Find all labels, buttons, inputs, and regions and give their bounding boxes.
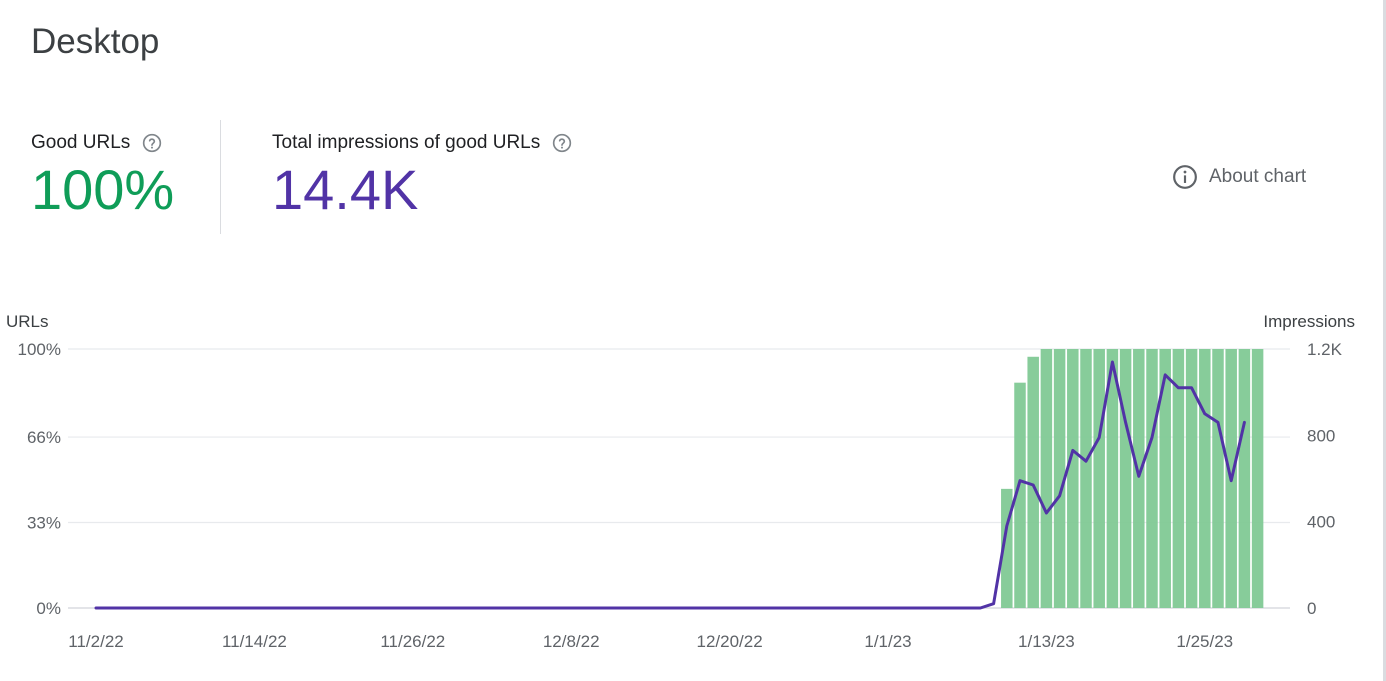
impressions-value: 14.4K <box>272 158 419 221</box>
right-axis-title: Impressions <box>1263 312 1355 331</box>
good-urls-bar <box>1027 356 1039 608</box>
good-urls-bar <box>1133 349 1145 608</box>
x-tick-label: 11/14/22 <box>222 632 287 651</box>
good-urls-bar <box>1185 349 1198 608</box>
help-circle-icon[interactable] <box>552 133 572 153</box>
good-urls-bar <box>1040 349 1053 608</box>
x-tick-label: 12/8/22 <box>543 632 600 651</box>
x-tick-label: 1/13/23 <box>1018 632 1075 651</box>
page-title: Desktop <box>31 22 160 61</box>
good-urls-bar <box>1001 488 1013 608</box>
good-urls-bar <box>1238 349 1251 608</box>
info-icon <box>1173 165 1197 189</box>
impressions-label-row: Total impressions of good URLs <box>272 132 572 154</box>
good-urls-bar <box>1119 349 1132 608</box>
metric-divider <box>220 120 221 234</box>
good-urls-value: 100% <box>31 158 175 221</box>
good-urls-bar <box>1093 349 1105 608</box>
good-urls-label-row: Good URLs <box>31 132 174 154</box>
x-tick-label: 12/20/22 <box>697 632 763 651</box>
impressions-metric[interactable]: Total impressions of good URLs 14.4K <box>272 132 572 222</box>
help-circle-icon[interactable] <box>142 133 162 153</box>
right-tick-label: 1.2K <box>1307 340 1343 359</box>
good-urls-label: Good URLs <box>31 132 131 153</box>
good-urls-bar <box>1172 349 1185 608</box>
good-urls-bar <box>1146 349 1158 608</box>
left-axis-title: URLs <box>6 312 49 331</box>
left-tick-label: 0% <box>36 599 61 618</box>
good-urls-bar <box>1212 349 1224 608</box>
left-tick-label: 66% <box>27 428 61 447</box>
x-tick-label: 11/2/22 <box>68 632 123 651</box>
about-chart-button[interactable]: About chart <box>1172 164 1306 190</box>
impressions-line <box>94 360 1246 610</box>
good-urls-bar <box>1080 349 1092 608</box>
x-tick-label: 1/25/23 <box>1176 632 1233 651</box>
good-urls-bar <box>1106 349 1119 608</box>
right-tick-label: 800 <box>1307 426 1335 445</box>
right-tick-label: 0 <box>1307 599 1316 618</box>
good-urls-bar <box>1159 349 1171 608</box>
x-tick-label: 11/26/22 <box>380 632 445 651</box>
about-chart-label: About chart <box>1209 166 1307 187</box>
x-tick-label: 1/1/23 <box>864 632 911 651</box>
chart: 0% 33% 66% 100% 0 400 800 1.2K URLs Impressions 11… <box>6 312 1355 651</box>
good-urls-bar <box>1251 349 1264 608</box>
good-urls-bar <box>1014 382 1026 608</box>
left-tick-label: 33% <box>27 514 61 533</box>
good-urls-bar <box>1053 349 1066 608</box>
left-tick-label: 100% <box>18 340 61 359</box>
good-urls-bar <box>1199 349 1211 608</box>
panel-edge <box>1383 0 1386 681</box>
impressions-label: Total impressions of good URLs <box>272 132 541 153</box>
right-tick-label: 400 <box>1307 513 1335 532</box>
good-urls-metric[interactable]: Good URLs 100% <box>31 132 174 222</box>
good-urls-bar <box>1067 349 1079 608</box>
